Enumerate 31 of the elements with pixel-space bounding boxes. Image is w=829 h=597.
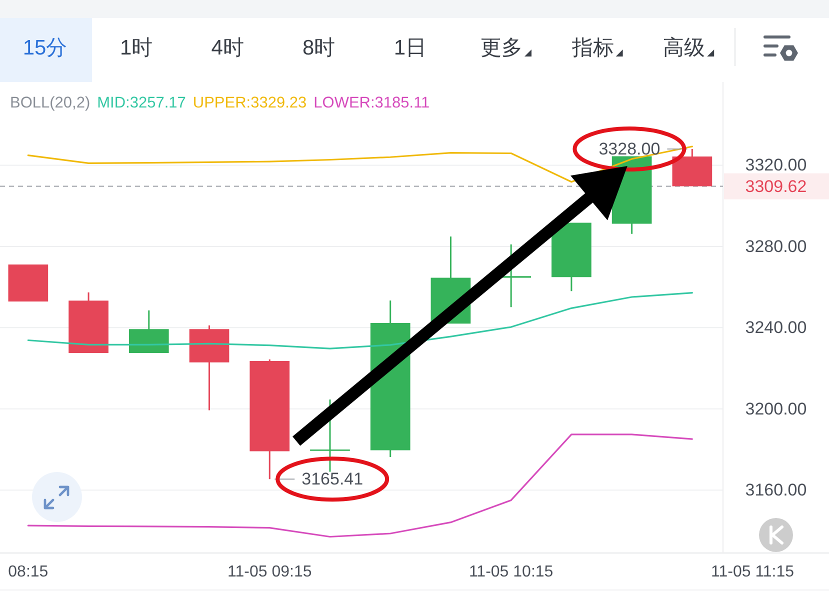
- x-tick-label: 11-05 10:15: [468, 564, 554, 580]
- text: 高级: [663, 36, 706, 60]
- text: 15分: [22, 36, 68, 60]
- candlestick: [8, 264, 48, 302]
- text: MID:3257.17: [97, 94, 186, 112]
- text: 8时: [302, 36, 336, 60]
- legend-title: BOLL(20,2): [10, 94, 90, 112]
- annotation: 3328.00: [598, 139, 660, 158]
- y-tick-label: 3240.00: [745, 318, 807, 338]
- y-tick-label: 3200.00: [745, 399, 807, 418]
- text: 指标: [570, 36, 614, 60]
- x-tick-label: 11-05 11:15: [711, 564, 794, 580]
- ref-line-label: 3309.62: [745, 176, 807, 196]
- x-tick-label: 11-05 09:15: [228, 564, 312, 580]
- candlestick: [189, 325, 230, 410]
- line-series: [27, 434, 693, 538]
- y-tick-label: 3320.00: [745, 156, 807, 175]
- x-tick-label: 08:15: [8, 564, 48, 580]
- annotation: 3165.41: [302, 470, 364, 489]
- line-series: [27, 292, 693, 350]
- text: 1日: [394, 36, 427, 60]
- text: 4时: [211, 36, 244, 60]
- candlestick: [68, 292, 108, 354]
- text: 更多: [480, 36, 522, 60]
- y-tick-label: 3280.00: [745, 236, 807, 256]
- text: 1时: [120, 36, 153, 60]
- candlestick: [128, 310, 169, 354]
- text: LOWER:3185.11: [314, 94, 430, 112]
- text: UPPER:3329.23: [192, 94, 307, 112]
- y-tick-label: 3160.00: [745, 480, 807, 500]
- candlestick: [552, 222, 592, 292]
